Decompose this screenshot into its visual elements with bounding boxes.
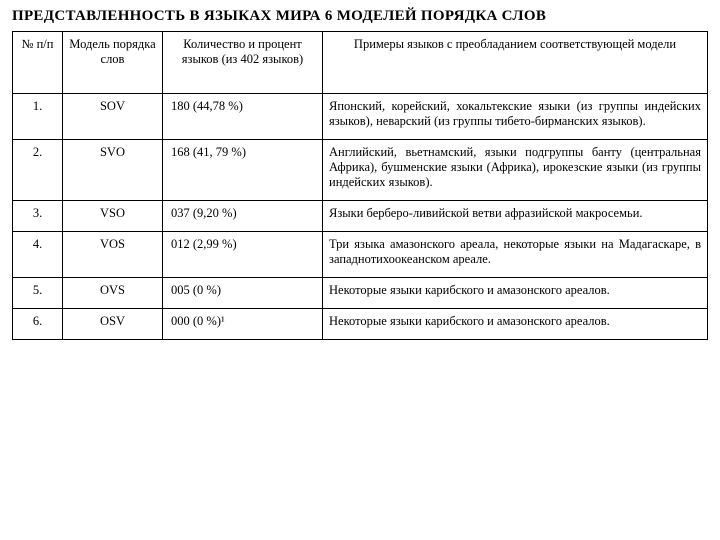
cell-num: 2. (13, 140, 63, 201)
table-row: 1. SOV 180 (44,78 %) Японский, корейский… (13, 94, 708, 140)
table-header-row: № п/п Модель порядка слов Количество и п… (13, 32, 708, 94)
cell-num: 1. (13, 94, 63, 140)
cell-count: 180 (44,78 %) (163, 94, 323, 140)
cell-count: 168 (41, 79 %) (163, 140, 323, 201)
cell-examples: Языки берберо-ливийской ветви афразийско… (323, 201, 708, 232)
cell-num: 4. (13, 232, 63, 278)
table-row: 5. OVS 005 (0 %) Некоторые языки карибск… (13, 278, 708, 309)
cell-model: OVS (63, 278, 163, 309)
cell-model: SVO (63, 140, 163, 201)
cell-num: 3. (13, 201, 63, 232)
cell-examples: Три языка амазонского ареала, некоторые … (323, 232, 708, 278)
cell-count: 037 (9,20 %) (163, 201, 323, 232)
cell-count: 012 (2,99 %) (163, 232, 323, 278)
cell-count: 005 (0 %) (163, 278, 323, 309)
word-order-table: № п/п Модель порядка слов Количество и п… (12, 31, 708, 340)
header-examples: Примеры языков с преобладанием соответст… (323, 32, 708, 94)
cell-count: 000 (0 %)¹ (163, 309, 323, 340)
cell-model: VOS (63, 232, 163, 278)
cell-examples: Японский, корейский, хокальтекские языки… (323, 94, 708, 140)
header-model: Модель порядка слов (63, 32, 163, 94)
cell-examples: Английский, вьетнамский, языки подгруппы… (323, 140, 708, 201)
cell-model: VSO (63, 201, 163, 232)
header-count: Количество и процент языков (из 402 язык… (163, 32, 323, 94)
cell-num: 6. (13, 309, 63, 340)
table-row: 2. SVO 168 (41, 79 %) Английский, вьетна… (13, 140, 708, 201)
cell-num: 5. (13, 278, 63, 309)
table-row: 6. OSV 000 (0 %)¹ Некоторые языки карибс… (13, 309, 708, 340)
cell-model: OSV (63, 309, 163, 340)
header-num: № п/п (13, 32, 63, 94)
cell-model: SOV (63, 94, 163, 140)
table-row: 3. VSO 037 (9,20 %) Языки берберо-ливийс… (13, 201, 708, 232)
cell-examples: Некоторые языки карибского и амазонского… (323, 309, 708, 340)
table-row: 4. VOS 012 (2,99 %) Три языка амазонског… (13, 232, 708, 278)
cell-examples: Некоторые языки карибского и амазонского… (323, 278, 708, 309)
page-title: ПРЕДСТАВЛЕННОСТЬ В ЯЗЫКАХ МИРА 6 МОДЕЛЕЙ… (12, 8, 708, 25)
